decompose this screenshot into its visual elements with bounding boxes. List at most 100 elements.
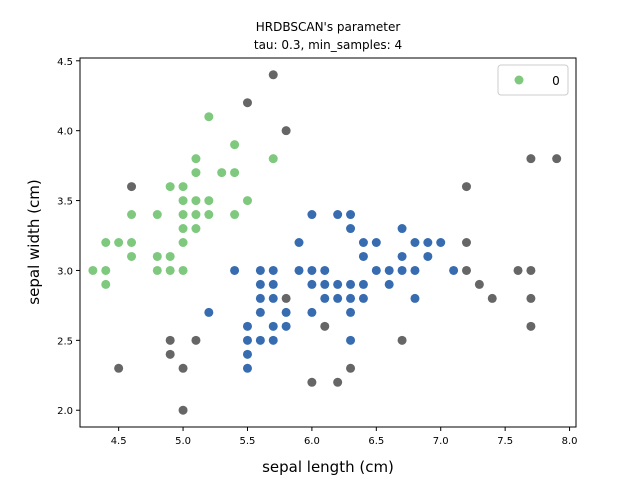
y-tick-label: 2.5 — [57, 336, 73, 347]
scatter-point — [333, 377, 343, 387]
x-tick-label: 5.5 — [240, 436, 256, 447]
scatter-point — [423, 251, 433, 261]
scatter-point — [204, 307, 214, 317]
scatter-point — [397, 251, 407, 261]
scatter-point — [88, 265, 98, 275]
scatter-point — [178, 196, 188, 206]
scatter-point — [204, 112, 214, 122]
scatter-point — [178, 182, 188, 192]
scatter-point — [358, 238, 368, 247]
scatter-point — [268, 265, 278, 275]
scatter-point — [307, 210, 317, 220]
scatter-point — [333, 293, 343, 303]
scatter-point — [191, 168, 201, 178]
scatter-point — [346, 293, 356, 303]
series-1 — [204, 210, 459, 373]
y-tick-label: 4.5 — [57, 57, 73, 68]
scatter-point — [513, 265, 523, 275]
scatter-point — [242, 321, 252, 331]
scatter-point — [474, 279, 484, 289]
scatter-point — [333, 210, 343, 220]
scatter-point — [191, 210, 201, 220]
scatter-point — [346, 307, 356, 317]
scatter-point — [449, 265, 459, 275]
scatter-point — [410, 238, 420, 247]
scatter-point — [333, 279, 343, 289]
scatter-point — [346, 335, 356, 345]
scatter-point — [242, 196, 252, 206]
x-axis-ticks: 4.5 5.0 5.5 6.0 6.5 7.0 7.5 8.0 — [111, 427, 578, 447]
scatter-point — [461, 182, 471, 192]
scatter-point — [526, 321, 536, 331]
scatter-point — [152, 265, 162, 275]
scatter-point — [204, 210, 214, 220]
scatter-point — [230, 265, 240, 275]
scatter-point — [101, 265, 111, 275]
scatter-point — [320, 279, 330, 289]
scatter-point — [242, 363, 252, 373]
x-tick-label: 6.0 — [304, 436, 320, 447]
scatter-point — [152, 210, 162, 220]
y-tick-label: 3.5 — [57, 197, 73, 208]
scatter-point — [191, 154, 201, 164]
scatter-point — [346, 363, 356, 373]
series-0 — [88, 112, 278, 289]
scatter-point — [307, 265, 317, 275]
scatter-point — [101, 279, 111, 289]
legend-box — [497, 64, 569, 96]
scatter-point — [346, 224, 356, 234]
scatter-point — [165, 265, 175, 275]
scatter-point — [165, 251, 175, 261]
plot-area-frame — [79, 57, 577, 428]
scatter-point — [178, 210, 188, 220]
scatter-point — [461, 265, 471, 275]
scatter-point — [268, 321, 278, 331]
x-tick-label: 4.5 — [111, 436, 127, 447]
scatter-point — [320, 265, 330, 275]
scatter-point — [281, 126, 291, 136]
scatter-point — [307, 377, 317, 387]
scatter-point — [165, 182, 175, 192]
chart-title-line2: tau: 0.3, min_samples: 4 — [254, 38, 402, 52]
scatter-point — [178, 265, 188, 275]
scatter-point — [436, 238, 446, 247]
scatter-point — [320, 321, 330, 331]
scatter-point — [384, 265, 394, 275]
scatter-point — [281, 321, 291, 331]
scatter-point — [230, 210, 240, 220]
scatter-point — [371, 265, 381, 275]
y-tick-label: 2.0 — [57, 406, 73, 417]
scatter-point — [178, 405, 188, 415]
scatter-point — [294, 238, 304, 247]
scatter-point — [397, 265, 407, 275]
scatter-point — [152, 251, 162, 261]
scatter-point — [268, 70, 278, 80]
legend: 0 — [497, 64, 569, 96]
scatter-point — [358, 293, 368, 303]
scatter-point — [114, 363, 124, 373]
scatter-point — [358, 251, 368, 261]
scatter-point — [165, 335, 175, 345]
x-axis-label: sepal length (cm) — [262, 458, 394, 476]
scatter-point — [255, 265, 265, 275]
scatter-point — [307, 307, 317, 317]
scatter-point — [178, 224, 188, 234]
scatter-point — [268, 279, 278, 289]
scatter-point — [165, 349, 175, 359]
scatter-point — [461, 238, 471, 247]
scatter-point — [191, 335, 201, 345]
scatter-point — [242, 98, 252, 108]
scatter-point — [307, 279, 317, 289]
scatter-point — [230, 168, 240, 178]
scatter-point — [242, 335, 252, 345]
scatter-point — [294, 265, 304, 275]
scatter-point — [281, 307, 291, 317]
scatter-point — [526, 154, 536, 164]
scatter-point — [127, 210, 137, 220]
scatter-point — [204, 196, 214, 206]
scatter-point — [101, 238, 111, 247]
scatter-point — [423, 238, 433, 247]
scatter-point — [346, 279, 356, 289]
x-tick-label: 7.5 — [497, 436, 513, 447]
